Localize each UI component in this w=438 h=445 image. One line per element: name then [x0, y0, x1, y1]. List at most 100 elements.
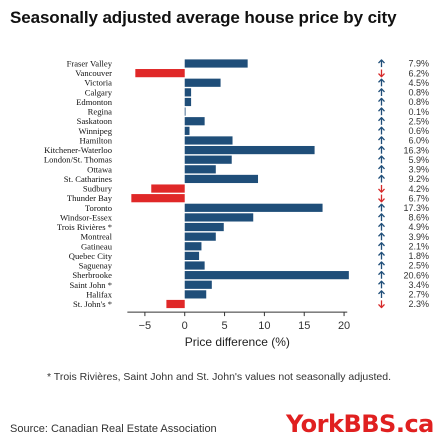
- category-label: Victoria: [84, 78, 112, 88]
- bar: [184, 261, 205, 270]
- x-tick-label: 15: [298, 320, 310, 332]
- arrow-head: [378, 165, 385, 170]
- category-label: Sudbury: [83, 184, 113, 194]
- bar: [184, 280, 212, 289]
- arrow-head: [378, 126, 385, 131]
- value-label: 2.5%: [408, 116, 429, 126]
- up-arrow-icon: [378, 78, 385, 87]
- up-arrow-icon: [378, 165, 385, 173]
- bar: [135, 69, 185, 78]
- value-label: 17.3%: [403, 203, 429, 213]
- value-label: 20.6%: [403, 270, 429, 280]
- arrow-head: [378, 242, 385, 247]
- x-axis-ticks: −5 0 5 10 15 20: [139, 312, 350, 332]
- arrow-head: [378, 251, 385, 256]
- bar: [151, 184, 185, 193]
- value-label: 3.4%: [408, 280, 429, 290]
- category-label: Thunder Bay: [67, 193, 113, 203]
- value-label: 3.9%: [408, 165, 429, 175]
- value-label: 0.8%: [408, 88, 429, 98]
- bar: [131, 194, 185, 203]
- arrow-head: [378, 280, 385, 285]
- value-label: 3.9%: [408, 232, 429, 242]
- bar: [184, 97, 192, 107]
- value-label: 2.5%: [408, 261, 429, 271]
- up-arrow-icon: [378, 203, 385, 212]
- bar: [184, 88, 192, 97]
- up-arrow-icon: [378, 126, 385, 135]
- arrow-head: [378, 116, 385, 122]
- arrow-head: [378, 73, 385, 78]
- value-label: 1.8%: [408, 251, 429, 261]
- up-arrow-icon: [378, 242, 385, 250]
- up-arrow-icon: [378, 270, 385, 279]
- arrow-head: [378, 97, 385, 103]
- arrow-head: [378, 213, 385, 218]
- down-arrow-icon: [378, 194, 385, 203]
- category-label: Fraser Valley: [67, 59, 113, 69]
- down-arrow-icon: [378, 184, 385, 193]
- arrow-head: [378, 222, 385, 228]
- value-label: 8.6%: [408, 213, 429, 223]
- arrow-head: [378, 145, 385, 151]
- chart-title: Seasonally adjusted average house price …: [10, 8, 397, 27]
- value-label: 6.0%: [408, 136, 429, 146]
- category-label: St. John's *: [73, 299, 112, 309]
- value-label: 16.3%: [403, 145, 429, 155]
- value-label: 6.2%: [408, 68, 429, 78]
- bar: [184, 117, 205, 126]
- bar: [184, 271, 349, 280]
- up-arrow-icon: [378, 145, 385, 154]
- category-label: Quebec City: [69, 251, 113, 261]
- category-label: Saint John *: [70, 280, 113, 290]
- up-arrow-icon: [378, 232, 385, 241]
- category-label: Montreal: [80, 232, 112, 242]
- category-label: Regina: [88, 107, 113, 117]
- category-label: Windsor-Essex: [60, 212, 113, 222]
- bar: [184, 290, 207, 299]
- value-label: 4.5%: [408, 78, 429, 88]
- bar: [184, 165, 216, 174]
- value-label: 2.1%: [408, 241, 429, 251]
- value-label: 0.1%: [408, 107, 429, 117]
- category-label: London/St. Thomas: [44, 155, 113, 165]
- value-label: 7.9%: [408, 59, 429, 69]
- arrow-head: [378, 198, 385, 203]
- up-arrow-icon: [378, 261, 385, 270]
- category-label: Calgary: [85, 87, 113, 97]
- category-label: Vancouver: [75, 68, 112, 78]
- up-arrow-icon: [378, 97, 385, 106]
- bar: [184, 136, 233, 145]
- x-tick-label: 10: [258, 320, 270, 332]
- bars-group: [131, 59, 349, 309]
- arrow-head: [378, 303, 385, 309]
- x-tick-label: 5: [221, 320, 227, 332]
- x-tick-label: 20: [338, 320, 350, 332]
- bar: [184, 242, 202, 251]
- down-arrow-icon: [378, 69, 385, 78]
- bar: [184, 155, 232, 164]
- bar: [184, 145, 315, 155]
- arrow-head: [378, 59, 385, 64]
- value-label: 2.3%: [408, 299, 429, 309]
- arrow-head: [378, 174, 385, 179]
- arrow-head: [378, 270, 385, 276]
- bar: [184, 251, 200, 260]
- arrow-head: [378, 155, 385, 160]
- arrow-head: [378, 136, 385, 141]
- up-arrow-icon: [378, 251, 385, 260]
- category-label: Ottawa: [87, 164, 112, 174]
- up-arrow-icon: [378, 155, 385, 164]
- bar: [184, 107, 186, 116]
- value-label: 5.9%: [408, 155, 429, 165]
- trend-arrows: [378, 59, 385, 309]
- category-label: Toronto: [85, 203, 112, 213]
- value-label: 0.6%: [408, 126, 429, 136]
- value-label: 4.2%: [408, 184, 429, 194]
- up-arrow-icon: [378, 136, 385, 145]
- value-label: 9.2%: [408, 174, 429, 184]
- arrow-head: [378, 203, 385, 208]
- value-label: 4.9%: [408, 222, 429, 232]
- up-arrow-icon: [378, 290, 385, 298]
